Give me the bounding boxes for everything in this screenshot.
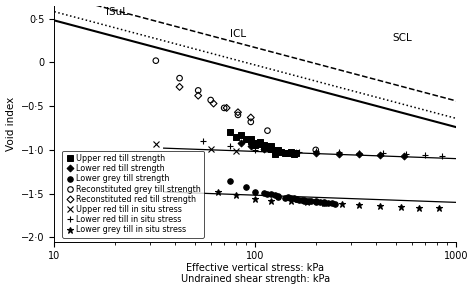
Point [287,149,294,154]
Point [256,140,264,144]
Point [210,101,218,106]
Point [256,142,264,146]
Point [194,88,202,93]
Point [274,195,282,200]
Text: SCL: SCL [392,33,412,43]
Point [292,150,300,155]
Point [152,58,160,63]
Point [278,149,285,154]
Point [242,184,250,189]
Point [267,143,275,148]
Point [247,119,255,124]
Point [271,193,279,198]
Point [223,106,230,110]
Point [176,76,183,81]
Point [267,192,275,197]
Point [290,152,297,157]
Point [252,142,259,147]
Point [234,110,242,115]
Point [237,133,245,137]
Point [274,194,282,199]
Point [252,141,259,145]
Point [308,199,315,204]
Y-axis label: Void index: Void index [6,97,16,151]
Point [320,201,328,206]
Point [264,191,271,196]
Point [247,139,255,144]
Point [331,202,339,206]
Point [194,93,202,98]
Point [295,197,303,202]
Point [312,200,319,205]
Point [247,115,255,120]
Point [305,199,313,204]
Point [247,136,255,141]
Point [400,154,408,158]
Point [266,146,273,151]
Point [267,147,275,151]
Point [271,152,279,157]
Point [335,152,342,157]
Point [301,197,308,202]
Point [284,195,292,200]
Point [284,151,292,156]
Point [324,201,332,206]
Point [298,197,305,202]
Point [271,148,279,152]
Point [207,98,214,102]
Point [264,128,271,133]
Point [252,190,259,194]
Point [312,148,319,152]
Point [247,143,255,148]
Point [292,197,300,201]
Point [260,142,267,147]
Point [237,141,245,145]
Point [356,152,363,157]
Point [328,201,336,206]
Text: ISuL: ISuL [106,7,128,17]
Point [274,148,282,153]
Point [242,137,250,142]
Point [312,199,319,204]
Point [281,196,288,200]
Point [292,197,300,201]
Point [227,178,234,183]
Point [264,144,271,149]
Point [260,147,267,151]
Point [260,145,267,150]
Point [290,196,297,200]
Point [377,153,384,157]
Point [220,106,228,110]
Point [312,151,319,156]
Point [227,130,234,135]
Point [320,200,328,205]
Point [274,148,282,152]
Point [260,191,267,195]
Point [316,200,324,205]
Point [232,135,239,139]
Point [234,113,242,117]
Point [281,150,288,155]
Point [287,196,294,200]
Legend: Upper red till strength, Lower red till strength, Lower grey till strength, Reco: Upper red till strength, Lower red till … [63,151,204,238]
Point [292,150,300,155]
Point [301,198,308,203]
X-axis label: Effective vertical stress: kPa
Undrained shear strength: kPa: Effective vertical stress: kPa Undrained… [181,263,330,284]
Point [303,198,310,203]
Point [274,148,282,153]
Text: ICL: ICL [230,29,246,39]
Point [176,85,183,89]
